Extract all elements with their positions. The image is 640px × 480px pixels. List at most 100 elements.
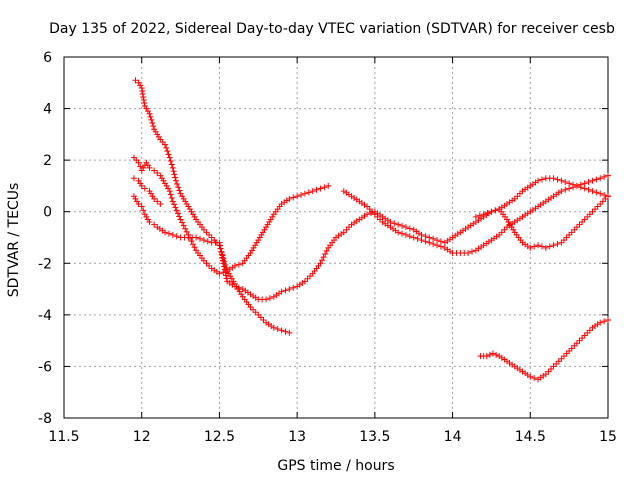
data-point: [387, 219, 394, 226]
data-point: [322, 251, 329, 258]
data-point: [179, 219, 186, 226]
data-point: [484, 210, 491, 217]
data-point: [151, 195, 158, 202]
series-pass-5: [340, 172, 611, 256]
data-point: [566, 347, 573, 354]
data-point: [577, 181, 584, 188]
data-point: [286, 286, 293, 293]
data-point: [555, 358, 562, 365]
data-point: [282, 287, 289, 294]
data-point: [154, 198, 161, 205]
data-point: [594, 203, 601, 210]
data-point: [531, 243, 538, 250]
data-point: [469, 248, 475, 255]
data-point: [325, 182, 332, 189]
data-point: [188, 238, 195, 245]
data-point: [223, 272, 230, 279]
data-point: [320, 254, 327, 261]
data-point: [584, 213, 591, 220]
data-point: [535, 177, 542, 184]
data-point: [562, 179, 569, 186]
data-point: [323, 247, 330, 254]
y-tick-labels: -8 -6 -4 -2 0 2 4 6: [38, 50, 52, 427]
data-point: [170, 168, 177, 175]
data-point: [343, 226, 350, 233]
data-point: [399, 222, 406, 229]
data-point: [573, 224, 580, 231]
data-point: [576, 221, 583, 228]
data-point: [307, 273, 314, 280]
x-tick-label: 12.5: [204, 429, 235, 445]
data-point: [174, 210, 181, 217]
data-point: [605, 317, 611, 324]
data-point: [371, 211, 378, 218]
data-point: [406, 233, 413, 240]
x-axis-label: GPS time / hours: [277, 458, 394, 474]
data-point: [592, 206, 599, 213]
data-point: [168, 161, 175, 168]
data-point: [340, 229, 347, 236]
data-point: [317, 185, 324, 192]
data-point: [418, 231, 425, 238]
data-point: [255, 311, 262, 318]
data-point: [364, 211, 371, 218]
data-point: [581, 185, 588, 192]
data-point: [573, 182, 580, 189]
data-point: [176, 187, 183, 194]
data-point: [132, 77, 139, 84]
data-point: [406, 225, 413, 232]
data-point: [140, 96, 147, 103]
series-pass-7: [477, 317, 611, 383]
data-point: [430, 240, 437, 247]
data-point: [282, 328, 289, 335]
data-point: [290, 284, 297, 291]
data-point: [527, 244, 534, 251]
y-tick-label: 6: [43, 50, 52, 66]
y-tick-label: 4: [43, 102, 52, 118]
data-point: [589, 188, 596, 195]
data-point: [147, 113, 154, 120]
data-point: [434, 242, 441, 249]
data-point: [166, 154, 173, 161]
data-point: [605, 172, 611, 179]
data-point: [173, 233, 180, 240]
data-point: [290, 194, 297, 201]
chart-title: Day 135 of 2022, Sidereal Day-to-day VTE…: [49, 21, 615, 37]
data-point: [278, 327, 285, 334]
data-point: [151, 167, 158, 174]
data-point: [597, 190, 604, 197]
data-point: [149, 120, 156, 127]
data-point: [171, 201, 178, 208]
y-tick-label: -8: [38, 411, 52, 427]
data-point: [584, 329, 591, 336]
data-point: [496, 231, 503, 238]
data-point: [175, 184, 182, 191]
data-point: [483, 353, 490, 360]
data-point: [593, 176, 600, 183]
x-tick-label: 14.5: [515, 429, 546, 445]
data-point: [571, 226, 578, 233]
x-tick-label: 14: [444, 429, 462, 445]
data-point: [172, 174, 179, 181]
data-point: [558, 188, 565, 195]
data-point: [169, 198, 176, 205]
data-point: [535, 242, 542, 249]
data-point: [437, 238, 444, 245]
data-point: [399, 230, 406, 237]
data-point: [231, 283, 238, 290]
data-point: [560, 237, 567, 244]
data-point: [563, 350, 570, 357]
data-point: [263, 296, 270, 303]
data-point: [402, 224, 409, 231]
data-point: [162, 229, 169, 236]
x-tick-label: 12: [133, 429, 151, 445]
data-point: [553, 360, 560, 367]
plot-frame: [63, 56, 609, 419]
data-point: [511, 195, 518, 202]
data-point: [374, 213, 381, 220]
data-point: [257, 314, 264, 321]
data-point: [164, 148, 171, 155]
data-point: [173, 207, 180, 214]
data-point: [203, 260, 210, 267]
data-point: [139, 87, 146, 94]
